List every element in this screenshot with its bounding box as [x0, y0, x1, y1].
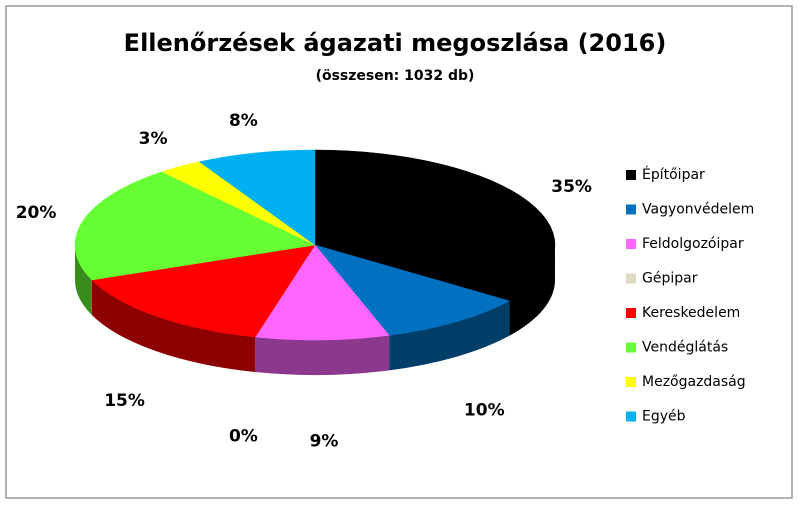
slice-side: [255, 335, 390, 376]
slice: [198, 149, 316, 246]
legend-swatch: [626, 239, 636, 249]
legend-swatch: [626, 308, 636, 318]
data-label: 20%: [16, 203, 57, 223]
data-label: 0%: [229, 426, 258, 446]
data-label: 35%: [551, 177, 592, 197]
data-label: 8%: [229, 111, 258, 131]
legend-swatch: [626, 273, 636, 284]
legend-label: Gépipar: [642, 271, 698, 287]
legend-label: Feldolgozóipar: [642, 236, 744, 252]
legend-label: Kereskedelem: [642, 305, 740, 321]
slice-side: [509, 245, 555, 336]
legend-swatch: [626, 377, 636, 387]
legend-swatch: [626, 204, 636, 215]
legend-label: Vagyonvédelem: [642, 202, 754, 218]
legend-swatch: [626, 342, 636, 353]
slice: [254, 244, 390, 341]
chart-title: Ellenőrzések ágazati megoszlása (2016): [124, 29, 667, 57]
slice: [314, 149, 556, 302]
slice-side: [91, 279, 256, 373]
data-label: 9%: [310, 431, 339, 451]
legend-label: Építőipar: [642, 166, 705, 183]
data-label: 3%: [139, 129, 168, 149]
slice: [91, 244, 316, 338]
legend-label: Egyéb: [642, 409, 686, 425]
legend-swatch: [626, 170, 636, 180]
legend-label: Mezőgazdaság: [642, 374, 746, 390]
slice-side: [389, 300, 510, 371]
data-label: 10%: [464, 401, 505, 421]
slice: [314, 244, 510, 336]
data-label: 15%: [104, 391, 145, 411]
legend-label: Vendéglátás: [642, 340, 728, 356]
slice: [74, 171, 316, 281]
legend-swatch: [626, 411, 636, 422]
slice-side: [75, 245, 92, 315]
chart-subtitle: (összesen: 1032 db): [316, 68, 475, 84]
